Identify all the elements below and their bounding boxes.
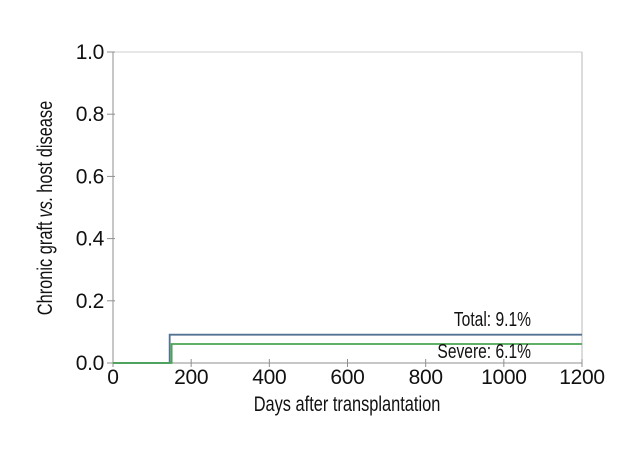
y-axis-title-pre: Chronic graft [33, 221, 56, 315]
y-tick-label: 0.2 [76, 290, 104, 313]
y-tick-label: 0.8 [76, 103, 104, 126]
y-axis-ticks: 0.0 0.2 0.4 0.6 0.8 1.0 [76, 41, 115, 375]
x-tick-label: 400 [252, 366, 286, 389]
total-annotation-label: Total: 9.1% [454, 308, 531, 330]
y-axis-title-post: host disease [33, 101, 56, 193]
y-tick-label: 0.4 [76, 228, 105, 251]
series-lines [113, 333, 582, 364]
x-tick-label: 1000 [481, 366, 527, 389]
x-axis-ticks: 0 200 400 600 800 1000 1200 [107, 359, 605, 389]
x-axis-title: Days after transplantation [254, 392, 441, 415]
series-annotation-total: Total: 9.1% [454, 308, 531, 330]
y-tick-label: 0.6 [76, 165, 104, 188]
severe-annotation-label: Severe: 6.1% [437, 340, 531, 362]
x-tick-label: 0 [107, 366, 118, 389]
y-tick-label: 1.0 [76, 41, 104, 64]
series-line-severe [113, 343, 582, 364]
x-tick-label: 800 [409, 366, 443, 389]
x-tick-label: 600 [330, 366, 364, 389]
x-tick-label: 1200 [559, 366, 605, 389]
series-annotation-severe: Severe: 6.1% [437, 340, 531, 362]
y-axis-title: Chronic graft vs. host disease [33, 101, 56, 315]
x-tick-label: 200 [174, 366, 208, 389]
y-axis-title-group: Chronic graft vs. host disease [33, 101, 56, 315]
x-axis-title-group: Days after transplantation [254, 392, 441, 415]
y-axis-title-vs: vs. [33, 197, 56, 218]
y-tick-label: 0.0 [76, 352, 104, 375]
